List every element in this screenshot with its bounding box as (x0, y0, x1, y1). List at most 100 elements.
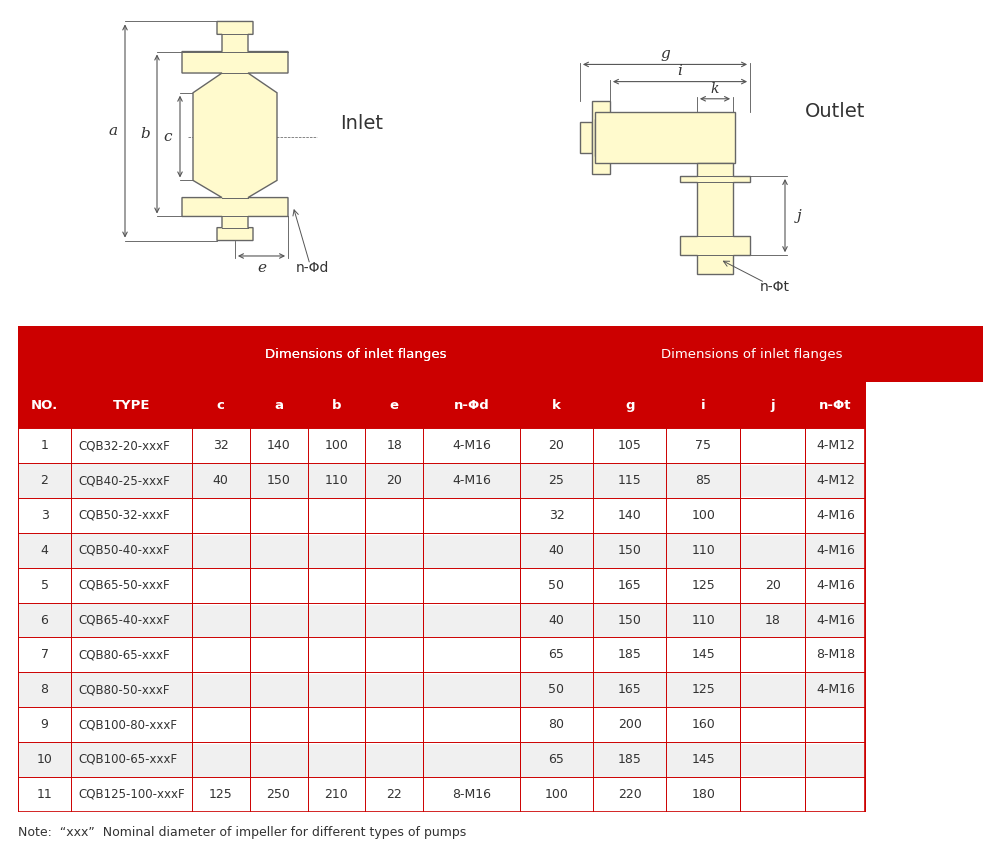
Text: 20: 20 (386, 474, 402, 487)
Text: 100: 100 (325, 439, 348, 453)
Bar (250, 742, 308, 777)
Text: 11: 11 (37, 788, 52, 801)
Bar (365, 637, 423, 673)
Text: 115: 115 (618, 474, 642, 487)
Text: 150: 150 (267, 474, 290, 487)
Text: e: e (390, 399, 399, 411)
Bar (71, 742, 192, 777)
Bar (308, 498, 365, 533)
Bar (520, 498, 593, 533)
Text: 4: 4 (41, 544, 48, 557)
Text: 140: 140 (618, 509, 642, 522)
Bar (740, 603, 805, 637)
Bar (520, 326, 983, 382)
Text: 150: 150 (618, 613, 642, 626)
Text: 110: 110 (691, 613, 715, 626)
Bar (666, 777, 740, 812)
Bar (18, 568, 71, 603)
Bar (805, 533, 865, 568)
Bar (192, 382, 250, 429)
Bar (71, 533, 192, 568)
Text: 32: 32 (549, 509, 564, 522)
Bar (520, 463, 593, 498)
Bar (71, 568, 192, 603)
Text: 145: 145 (691, 649, 715, 661)
Bar (520, 382, 593, 429)
Text: g: g (625, 399, 635, 411)
Text: e: e (257, 261, 266, 275)
Bar (423, 603, 520, 637)
Text: Dimensions of inlet flanges: Dimensions of inlet flanges (661, 348, 842, 361)
Text: 165: 165 (618, 683, 642, 697)
Text: 8: 8 (41, 683, 49, 697)
Bar (666, 382, 740, 429)
Text: n-Φd: n-Φd (454, 399, 489, 411)
Text: Outlet: Outlet (805, 102, 865, 121)
Bar (192, 637, 250, 673)
Bar (520, 673, 593, 707)
Bar (740, 707, 805, 742)
Bar (593, 777, 666, 812)
Bar (18, 498, 71, 533)
Bar (365, 429, 423, 463)
Bar (18, 673, 71, 707)
Text: 105: 105 (618, 439, 642, 453)
Bar (520, 429, 593, 463)
Text: 20: 20 (549, 439, 564, 453)
Text: n-Φt: n-Φt (760, 280, 790, 294)
Bar (593, 429, 666, 463)
Text: k: k (552, 399, 561, 411)
Bar (308, 568, 365, 603)
Text: NO.: NO. (31, 399, 58, 411)
Text: 75: 75 (695, 439, 711, 453)
Text: CQB50-32-xxxF: CQB50-32-xxxF (79, 509, 170, 522)
Text: 160: 160 (691, 718, 715, 731)
Bar (666, 533, 740, 568)
Text: Note:  “xxx”  Nominal diameter of impeller for different types of pumps: Note: “xxx” Nominal diameter of impeller… (18, 826, 466, 839)
Text: 220: 220 (618, 788, 642, 801)
Text: 125: 125 (691, 683, 715, 697)
Text: 80: 80 (548, 718, 564, 731)
Text: n-Φt: n-Φt (819, 399, 852, 411)
Bar (740, 498, 805, 533)
Bar (423, 463, 520, 498)
Bar (18, 603, 71, 637)
Text: CQB80-50-xxxF: CQB80-50-xxxF (79, 683, 170, 697)
Polygon shape (595, 119, 610, 156)
Text: c: c (217, 399, 225, 411)
Bar (423, 533, 520, 568)
Text: CQB50-40-xxxF: CQB50-40-xxxF (79, 544, 170, 557)
Bar (250, 637, 308, 673)
Text: a: a (274, 399, 283, 411)
Text: CQB40-25-xxxF: CQB40-25-xxxF (79, 474, 171, 487)
Bar (308, 533, 365, 568)
Bar (365, 673, 423, 707)
Bar (423, 637, 520, 673)
Bar (192, 707, 250, 742)
Text: 1: 1 (41, 439, 48, 453)
Bar (666, 603, 740, 637)
Bar (308, 463, 365, 498)
Bar (740, 533, 805, 568)
Bar (18, 742, 71, 777)
Text: CQB65-40-xxxF: CQB65-40-xxxF (79, 613, 171, 626)
Bar (423, 742, 520, 777)
Bar (520, 777, 593, 812)
Bar (740, 382, 805, 429)
Bar (593, 637, 666, 673)
Bar (365, 498, 423, 533)
Text: 100: 100 (691, 509, 715, 522)
Polygon shape (580, 122, 592, 153)
Bar (365, 382, 423, 429)
Text: Dimensions of inlet flanges: Dimensions of inlet flanges (265, 348, 446, 361)
Bar (666, 673, 740, 707)
Text: 165: 165 (618, 579, 642, 592)
Text: 125: 125 (691, 579, 715, 592)
Bar (593, 533, 666, 568)
Bar (308, 637, 365, 673)
Bar (520, 533, 593, 568)
Bar (805, 568, 865, 603)
Bar (740, 777, 805, 812)
Text: j: j (770, 399, 775, 411)
Bar (18, 326, 865, 812)
